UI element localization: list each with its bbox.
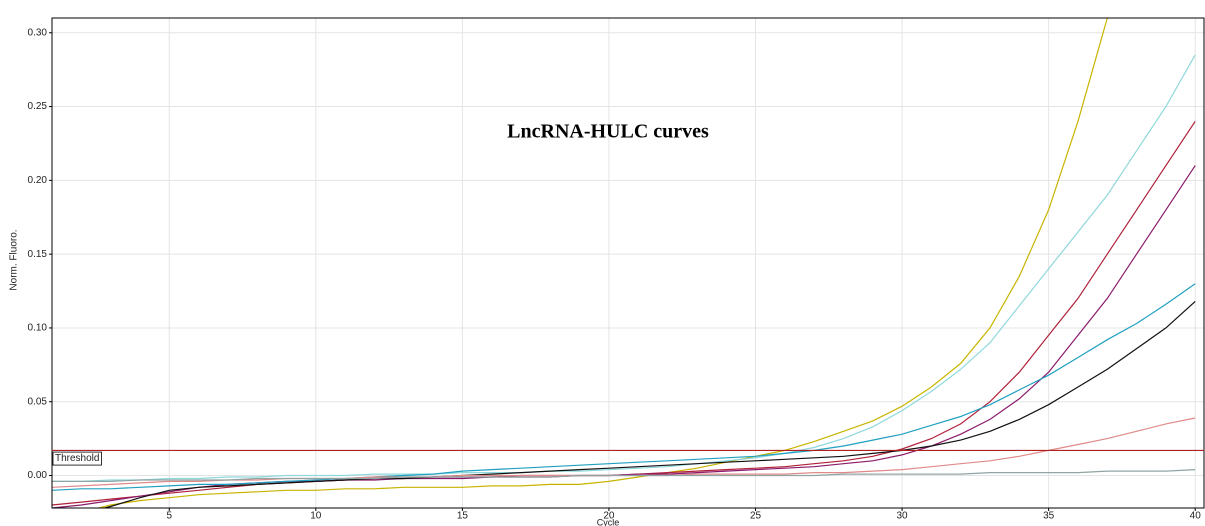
y-axis-label: Norm. Fluoro. (9, 229, 20, 290)
y-tick-label: 0.25 (28, 101, 48, 112)
y-tick-label: 0.30 (28, 27, 48, 38)
threshold-label: Threshold (55, 453, 99, 464)
plot-border (51, 17, 1205, 509)
curve (96, 18, 1108, 508)
curve (52, 54, 1196, 482)
curve (52, 469, 1196, 482)
plot-area (52, 18, 1204, 508)
y-tick-label: 0.10 (28, 323, 48, 334)
curve (52, 283, 1196, 491)
x-tick-label: 40 (1190, 511, 1202, 522)
x-axis-label: Cycle (597, 517, 620, 526)
x-tick-label: 5 (166, 511, 172, 522)
x-tick-label: 30 (897, 511, 909, 522)
threshold-label-box (52, 451, 102, 466)
y-tick-label: 0.20 (28, 175, 48, 186)
chart-title: LncRNA-HULC curves (507, 121, 709, 143)
y-tick-label: 0.15 (28, 249, 48, 260)
x-tick-label: 10 (310, 511, 322, 522)
x-tick-label: 35 (1043, 511, 1055, 522)
x-tick-label: 25 (750, 511, 762, 522)
curve (102, 300, 1196, 508)
y-tick-label: 0.00 (28, 470, 48, 481)
x-tick-label: 15 (457, 511, 469, 522)
x-tick-label: 20 (603, 511, 615, 522)
y-tick-label: 0.05 (28, 396, 48, 407)
